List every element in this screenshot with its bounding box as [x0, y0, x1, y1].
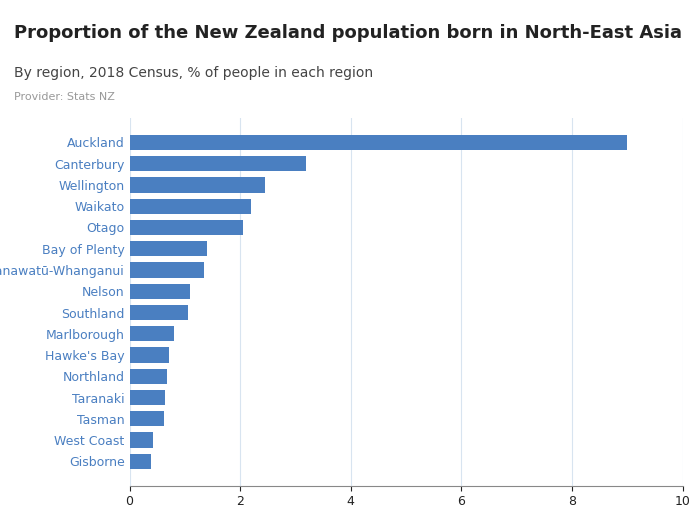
Bar [130, 305, 188, 320]
Bar [130, 390, 165, 405]
Text: figure.nz: figure.nz [596, 23, 667, 37]
Text: By region, 2018 Census, % of people in each region: By region, 2018 Census, % of people in e… [14, 66, 373, 80]
Bar [130, 348, 169, 363]
Bar [130, 135, 627, 150]
Bar [130, 454, 150, 469]
Bar [130, 284, 190, 299]
Bar [130, 220, 243, 235]
Text: Proportion of the New Zealand population born in North-East Asia: Proportion of the New Zealand population… [14, 24, 682, 41]
Bar [130, 411, 164, 426]
Bar [130, 369, 167, 384]
Text: Provider: Stats NZ: Provider: Stats NZ [14, 92, 115, 102]
Bar [130, 241, 207, 256]
Bar [130, 262, 204, 278]
Bar [130, 198, 251, 214]
Bar [130, 433, 153, 448]
Bar [130, 326, 174, 341]
Bar [130, 177, 265, 193]
Bar [130, 156, 307, 171]
